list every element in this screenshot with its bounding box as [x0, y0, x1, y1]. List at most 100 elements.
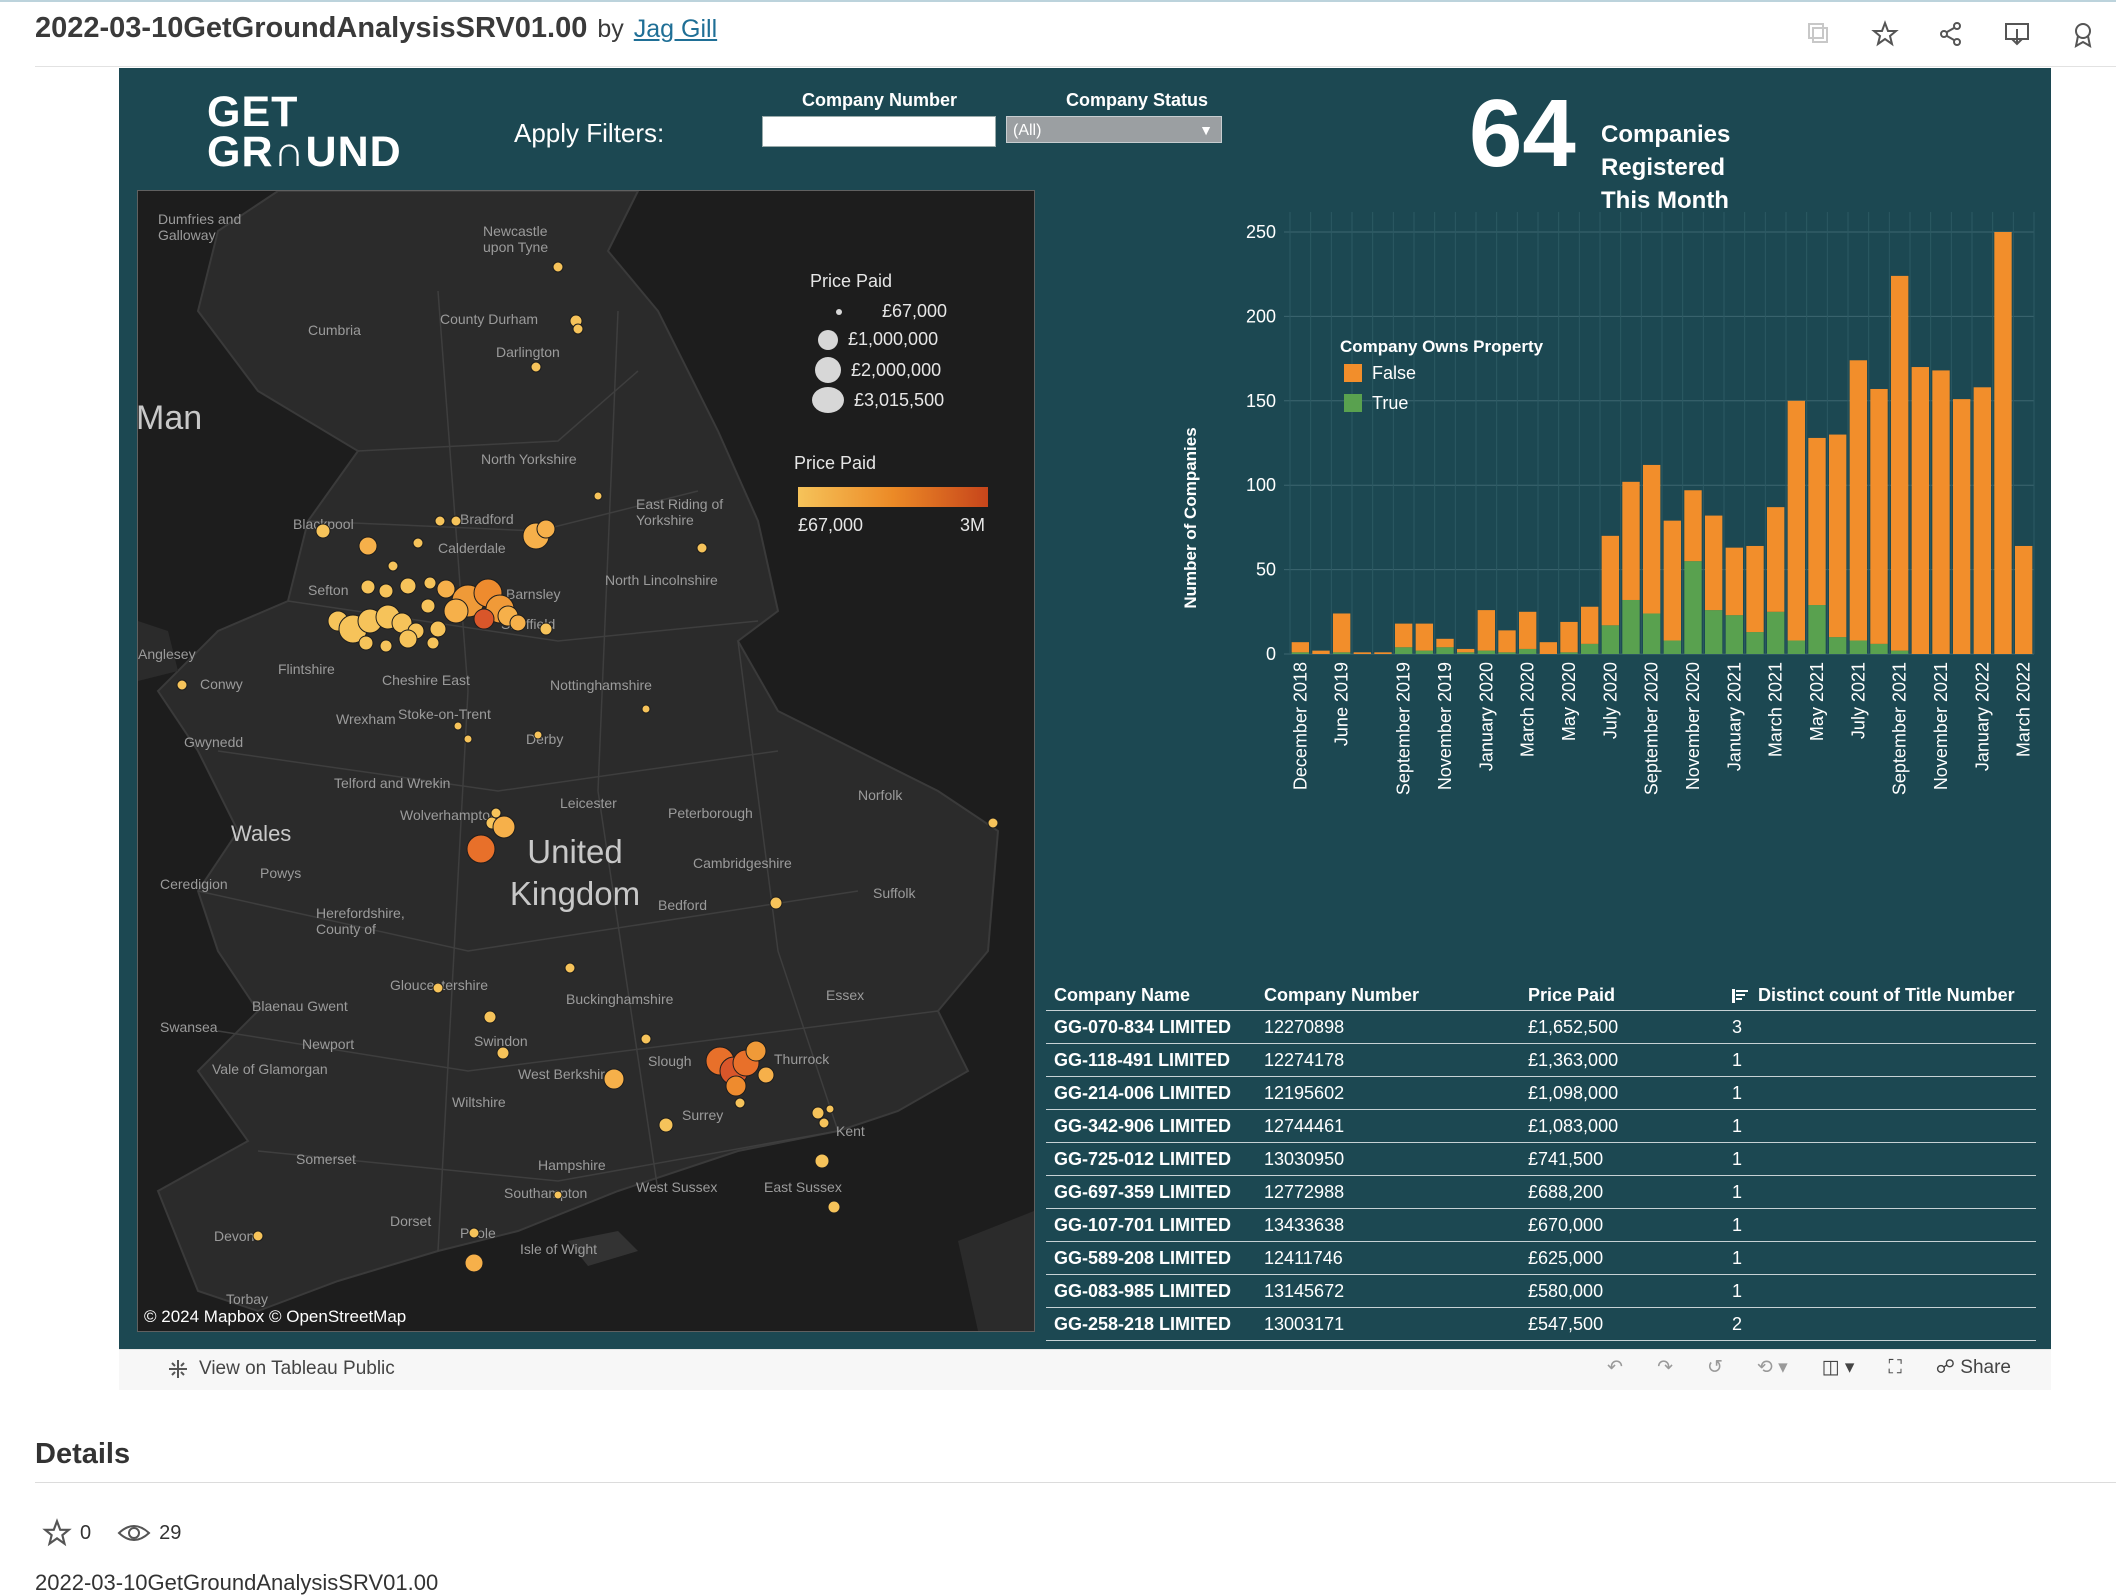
table-row[interactable]: GG-697-359 LIMITED 12772988 £688,200 1 [1046, 1176, 2036, 1209]
bar-false [1332, 613, 1351, 653]
table-row[interactable]: GG-083-985 LIMITED 13145672 £580,000 1 [1046, 1275, 2036, 1308]
bar-false [1952, 399, 1971, 654]
map-point [443, 598, 469, 624]
map-label: Gwynedd [184, 734, 244, 750]
badge-icon[interactable] [2050, 16, 2116, 52]
author-link[interactable]: Jag Gill [633, 15, 718, 43]
map-label: Surrey [682, 1107, 724, 1123]
y-tick-label: 200 [1246, 306, 1276, 326]
map-point [176, 679, 188, 691]
size-legend-item: £2,000,000 [815, 357, 941, 383]
map-point [492, 815, 516, 839]
bar-false [1601, 535, 1620, 626]
map-label: Bedford [658, 897, 708, 913]
bar-true [1580, 643, 1599, 654]
cell-title-count: 3 [1732, 1016, 1743, 1037]
map-label: Somerset [296, 1151, 356, 1167]
header-divider [35, 66, 2116, 67]
legend-title: Company Owns Property [1340, 337, 1544, 356]
map-point [358, 635, 374, 651]
bar-true [1808, 605, 1826, 654]
x-tick-label: May 2021 [1807, 662, 1827, 741]
table-row[interactable]: GG-118-491 LIMITED 12274178 £1,363,000 1 [1046, 1044, 2036, 1077]
kpi-value: 64 [1469, 80, 1576, 187]
download-icon[interactable] [1984, 16, 2050, 52]
col-title-count[interactable]: Distinct count of Title Number [1732, 985, 2032, 1006]
bar-false [1498, 630, 1516, 653]
map-point [536, 519, 556, 539]
map-point [463, 734, 473, 744]
share-button[interactable]: ☍ Share [1935, 1357, 2011, 1378]
cell-price-paid: £688,200 [1528, 1181, 1604, 1202]
size-dot [815, 357, 841, 383]
cell-company-number: 12195602 [1264, 1082, 1345, 1103]
star-icon[interactable] [1852, 16, 1918, 52]
bar-false [1746, 545, 1764, 633]
table-row[interactable]: GG-725-012 LIMITED 13030950 £741,500 1 [1046, 1143, 2036, 1176]
legend-label-true: True [1372, 393, 1408, 413]
map-point [432, 982, 444, 994]
map-label: Herefordshire, County of [316, 905, 405, 937]
cell-price-paid: £670,000 [1528, 1214, 1604, 1235]
map-point [818, 1117, 830, 1129]
map-point [696, 542, 708, 554]
bar-false [1436, 638, 1454, 648]
undo-icon[interactable]: ↶ [1607, 1357, 1624, 1378]
view-on-tableau-button[interactable]: View on Tableau Public [167, 1358, 395, 1380]
map-point [378, 583, 394, 599]
bar-false [1725, 547, 1744, 616]
cell-price-paid: £1,098,000 [1528, 1082, 1619, 1103]
download-icon[interactable]: ◫ ▾ [1821, 1357, 1855, 1378]
revert-icon[interactable]: ↺ [1707, 1357, 1723, 1378]
map-point [360, 579, 376, 595]
map-label: Vale of Glamorgan [212, 1061, 328, 1077]
col-company-name[interactable]: Company Name [1054, 984, 1191, 1005]
map-point [252, 1230, 264, 1242]
bar-true [1849, 640, 1868, 654]
cell-title-count: 1 [1732, 1280, 1743, 1301]
favorite-star-icon[interactable] [42, 1518, 72, 1548]
company-number-input[interactable] [762, 116, 996, 147]
table-row[interactable]: GG-589-208 LIMITED 12411746 £625,000 1 [1046, 1242, 2036, 1275]
map-label: Powys [260, 865, 302, 881]
map-point [745, 1040, 767, 1062]
x-tick-label: January 2021 [1724, 662, 1744, 771]
bar-false [1353, 652, 1372, 654]
cell-company-name: GG-589-208 LIMITED [1054, 1247, 1232, 1268]
details-divider [35, 1482, 2116, 1483]
table-row[interactable]: GG-258-218 LIMITED 13003171 £547,500 2 [1046, 1308, 2036, 1341]
company-status-select[interactable]: (All) ▼ [1006, 116, 1222, 143]
cell-title-count: 1 [1732, 1115, 1743, 1136]
color-legend-title: Price Paid [794, 453, 877, 473]
share-icon[interactable] [1918, 16, 1984, 52]
cell-price-paid: £1,652,500 [1528, 1016, 1619, 1037]
map-point [658, 1117, 674, 1133]
map-label: Hampshire [538, 1157, 606, 1173]
bar-false [1973, 387, 1992, 654]
table-row[interactable]: GG-214-006 LIMITED 12195602 £1,098,000 1 [1046, 1077, 2036, 1110]
cell-company-number: 13433638 [1264, 1214, 1345, 1235]
fullscreen-icon[interactable]: ⛶ [1888, 1356, 1902, 1378]
redo-icon[interactable]: ↷ [1657, 1357, 1673, 1378]
uk-map[interactable]: Dumfries and Galloway Newcastle upon Tyn… [137, 190, 1035, 1332]
map-label-uk: United Kingdom [509, 833, 641, 912]
bar-false [1291, 642, 1310, 653]
map-label: Dorset [390, 1213, 432, 1229]
table-row[interactable]: GG-107-701 LIMITED 13433638 £670,000 1 [1046, 1209, 2036, 1242]
views-count: 29 [159, 1521, 182, 1544]
table-row[interactable]: GG-342-906 LIMITED 12744461 £1,083,000 1 [1046, 1110, 2036, 1143]
bar-true [1684, 561, 1702, 654]
copy-icon[interactable] [1786, 16, 1852, 52]
col-company-number[interactable]: Company Number [1264, 984, 1420, 1005]
table-row[interactable]: GG-070-834 LIMITED 12270898 £1,652,500 3 [1046, 1011, 2036, 1044]
map-label: Swindon [474, 1033, 528, 1049]
map-label: Calderdale [438, 540, 506, 556]
y-axis-label: Number of Companies [1181, 427, 1200, 608]
bar-true [1498, 652, 1516, 654]
map-label: Slough [648, 1053, 692, 1069]
col-price-paid[interactable]: Price Paid [1528, 984, 1616, 1005]
sort-icon[interactable] [1732, 988, 1748, 1003]
bar-true [1560, 652, 1578, 654]
refresh-icon[interactable]: ⟲ ▾ [1756, 1357, 1788, 1378]
bar-true [1622, 599, 1640, 654]
